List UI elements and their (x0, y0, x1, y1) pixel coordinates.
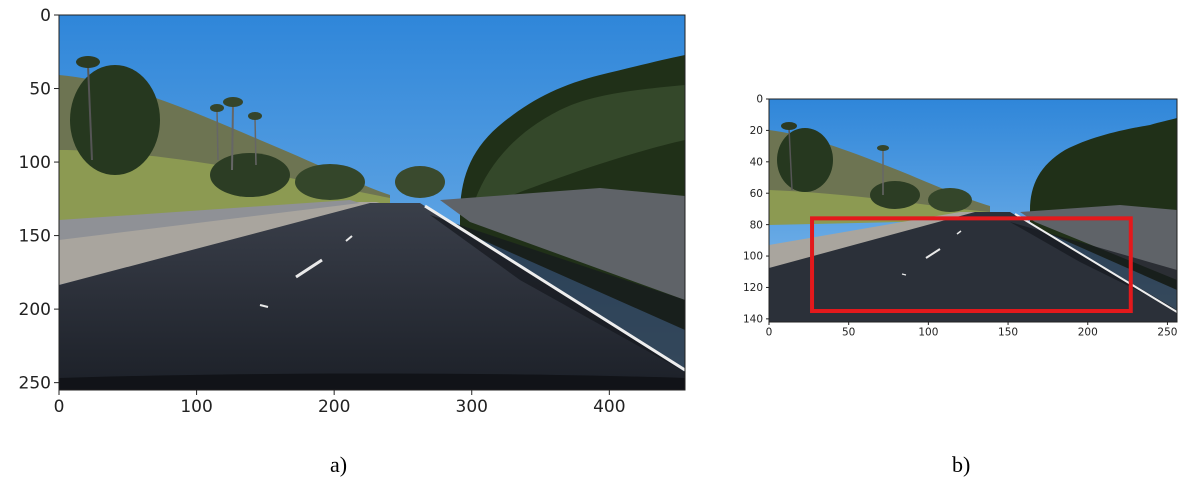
x-tick-label: 100 (918, 327, 938, 339)
photo-b (769, 99, 1177, 322)
x-tick-label: 100 (180, 397, 212, 417)
x-tick-label: 200 (318, 397, 350, 417)
y-tick-label: 0 (40, 6, 51, 26)
photo-a (59, 15, 685, 390)
y-tick-label: 0 (756, 94, 763, 106)
y-tick-label: 100 (19, 153, 51, 173)
x-tick-label: 150 (998, 327, 1018, 339)
y-tick-label: 60 (750, 188, 763, 200)
y-tick-label: 250 (19, 374, 51, 394)
x-tick-label: 300 (456, 397, 488, 417)
y-tick-label: 120 (743, 282, 763, 294)
x-tick-label: 200 (1078, 327, 1098, 339)
x-tick-label: 250 (1157, 327, 1177, 339)
x-tick-label: 50 (842, 327, 855, 339)
y-tick-label: 150 (19, 227, 51, 247)
x-tick-label: 0 (766, 327, 773, 339)
caption-b: b) (952, 452, 970, 478)
y-tick-label: 100 (743, 251, 763, 263)
y-tick-label: 20 (750, 125, 763, 137)
y-tick-label: 140 (743, 314, 763, 326)
y-tick-label: 40 (750, 156, 763, 168)
x-tick-label: 400 (593, 397, 625, 417)
y-tick-label: 200 (19, 300, 51, 320)
caption-a: a) (330, 452, 347, 478)
x-tick-label: 0 (54, 397, 65, 417)
y-tick-label: 80 (750, 219, 763, 231)
y-tick-label: 50 (29, 79, 51, 99)
